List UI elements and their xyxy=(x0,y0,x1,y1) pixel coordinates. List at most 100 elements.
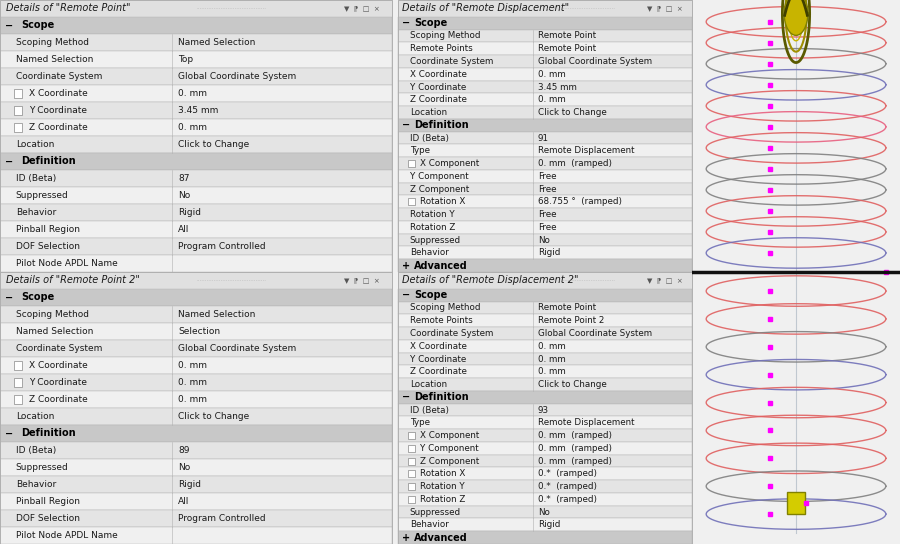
Bar xyxy=(0,306,392,323)
Text: −: − xyxy=(4,157,13,166)
Text: X Component: X Component xyxy=(420,159,480,168)
Text: Scope: Scope xyxy=(414,290,447,300)
Text: Rotation X: Rotation X xyxy=(420,197,465,206)
Text: X Coordinate: X Coordinate xyxy=(410,70,466,79)
Text: Z Coordinate: Z Coordinate xyxy=(30,123,88,132)
Text: Coordinate System: Coordinate System xyxy=(410,57,493,66)
Text: Y Component: Y Component xyxy=(420,444,479,453)
Text: Rotation Y: Rotation Y xyxy=(420,482,464,491)
Bar xyxy=(14,361,22,370)
Text: 0. mm: 0. mm xyxy=(178,378,207,387)
Text: 0. mm  (ramped): 0. mm (ramped) xyxy=(537,159,612,168)
Bar xyxy=(398,106,692,119)
Bar xyxy=(409,432,415,439)
Text: 3.45 mm: 3.45 mm xyxy=(537,83,577,91)
Text: +: + xyxy=(401,261,410,270)
Text: Location: Location xyxy=(410,380,447,389)
Text: Remote Point: Remote Point xyxy=(537,44,596,53)
Text: Click to Change: Click to Change xyxy=(537,108,607,117)
Bar xyxy=(0,51,392,68)
Bar xyxy=(398,416,692,429)
Text: +: + xyxy=(401,533,410,542)
Bar xyxy=(0,425,392,442)
Text: Coordinate System: Coordinate System xyxy=(410,329,493,338)
Text: Click to Change: Click to Change xyxy=(537,380,607,389)
Text: Global Coordinate System: Global Coordinate System xyxy=(537,57,652,66)
Text: Free: Free xyxy=(537,172,556,181)
Bar xyxy=(0,17,392,34)
Text: 0. mm  (ramped): 0. mm (ramped) xyxy=(537,444,612,453)
Text: Rigid: Rigid xyxy=(178,480,202,489)
Text: Behavior: Behavior xyxy=(15,208,56,217)
Text: Suppressed: Suppressed xyxy=(410,236,461,245)
Text: Scoping Method: Scoping Method xyxy=(15,38,89,47)
Bar xyxy=(398,442,692,455)
Bar xyxy=(0,136,392,153)
Bar xyxy=(0,119,392,136)
Bar xyxy=(14,378,22,387)
Bar xyxy=(0,289,392,306)
Text: Scope: Scope xyxy=(22,20,55,30)
Text: Rigid: Rigid xyxy=(537,521,560,529)
Bar xyxy=(409,496,415,503)
Text: Remote Points: Remote Points xyxy=(410,44,472,53)
Bar xyxy=(398,157,692,170)
Bar xyxy=(398,68,692,81)
Bar xyxy=(0,68,392,85)
Bar xyxy=(14,106,22,115)
Text: Pinball Region: Pinball Region xyxy=(15,497,80,506)
Text: No: No xyxy=(178,191,191,200)
Text: Program Controlled: Program Controlled xyxy=(178,242,266,251)
Ellipse shape xyxy=(784,0,808,35)
Text: Named Selection: Named Selection xyxy=(15,327,93,336)
Text: Rotation Y: Rotation Y xyxy=(410,210,454,219)
Text: Remote Point: Remote Point xyxy=(537,32,596,40)
Bar xyxy=(398,467,692,480)
Bar xyxy=(0,493,392,510)
Bar xyxy=(0,323,392,340)
Text: Coordinate System: Coordinate System xyxy=(15,72,102,81)
Bar xyxy=(0,408,392,425)
Text: −: − xyxy=(401,120,410,131)
Text: Rigid: Rigid xyxy=(178,208,202,217)
Bar xyxy=(398,208,692,221)
Text: Click to Change: Click to Change xyxy=(178,412,249,421)
Bar xyxy=(398,183,692,195)
Text: Details of "Remote Point 2": Details of "Remote Point 2" xyxy=(6,275,140,286)
Text: Pinball Region: Pinball Region xyxy=(15,225,80,234)
Bar xyxy=(398,0,692,17)
Text: Behavior: Behavior xyxy=(410,521,448,529)
Text: Global Coordinate System: Global Coordinate System xyxy=(537,329,652,338)
Bar xyxy=(14,123,22,132)
Text: Details of "Remote Point": Details of "Remote Point" xyxy=(6,3,130,14)
Bar xyxy=(0,221,392,238)
Text: Scoping Method: Scoping Method xyxy=(410,32,481,40)
Bar xyxy=(398,455,692,467)
Bar xyxy=(0,238,392,255)
Text: 0. mm: 0. mm xyxy=(537,95,565,104)
Bar xyxy=(0,272,392,289)
Text: DOF Selection: DOF Selection xyxy=(15,514,80,523)
Text: Suppressed: Suppressed xyxy=(15,463,68,472)
Text: DOF Selection: DOF Selection xyxy=(15,242,80,251)
Text: Scoping Method: Scoping Method xyxy=(410,304,481,312)
Text: 0. mm: 0. mm xyxy=(537,355,565,363)
Text: X Coordinate: X Coordinate xyxy=(30,361,88,370)
Text: Location: Location xyxy=(410,108,447,117)
Bar xyxy=(409,199,415,205)
Bar xyxy=(0,442,392,459)
Text: 0.*  (ramped): 0.* (ramped) xyxy=(537,482,597,491)
Text: 0. mm: 0. mm xyxy=(537,367,565,376)
Text: X Component: X Component xyxy=(420,431,480,440)
Bar xyxy=(0,374,392,391)
Bar xyxy=(398,195,692,208)
Text: Definition: Definition xyxy=(22,429,76,438)
Bar xyxy=(398,378,692,391)
Bar xyxy=(398,234,692,246)
Text: 68.755 °  (ramped): 68.755 ° (ramped) xyxy=(537,197,622,206)
Text: ········································: ········································ xyxy=(545,278,615,283)
Bar xyxy=(398,272,692,289)
Bar xyxy=(0,187,392,204)
Bar xyxy=(0,476,392,493)
Bar xyxy=(409,483,415,490)
